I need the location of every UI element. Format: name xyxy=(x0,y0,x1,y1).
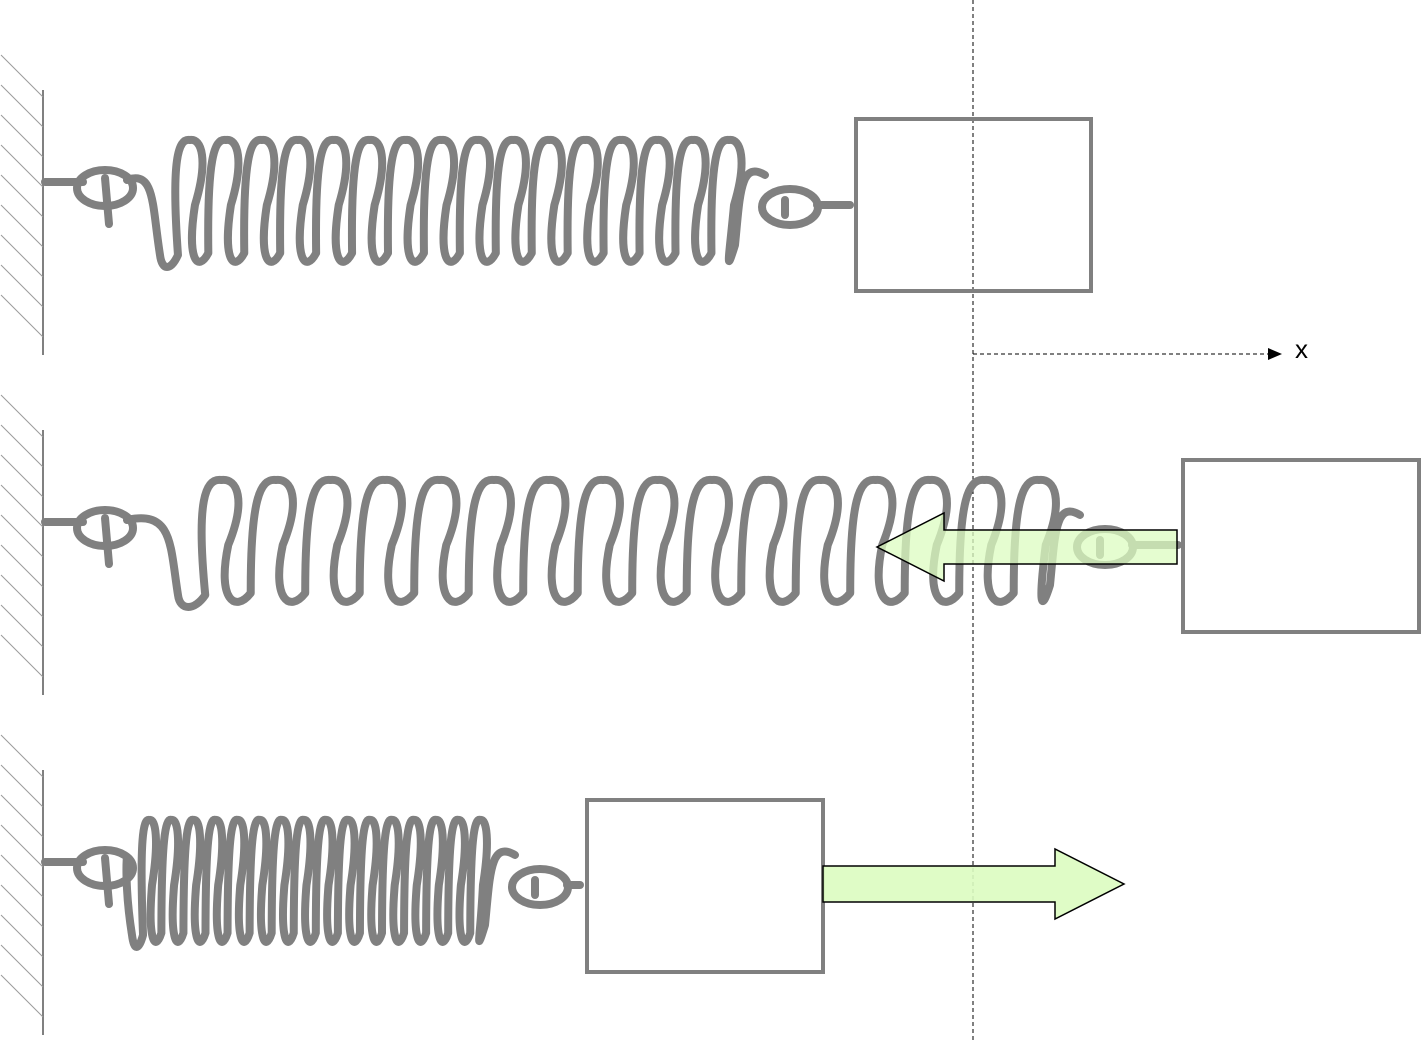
wall-hatch xyxy=(0,794,44,838)
panel-stretched xyxy=(0,394,1421,695)
block-middle xyxy=(1181,458,1421,634)
block-bottom xyxy=(585,798,825,974)
wall-hatch xyxy=(0,424,44,468)
wall-hatch xyxy=(0,604,44,648)
spring-end-ring xyxy=(758,185,822,229)
restoring-force-arrow-right xyxy=(822,847,1126,921)
wall-hatch xyxy=(0,204,44,248)
spring-top xyxy=(41,135,854,271)
wall-hatch xyxy=(0,144,44,188)
x-axis-arrowhead xyxy=(1268,348,1282,360)
panel-compressed xyxy=(0,734,1126,1035)
wall-hatch xyxy=(0,854,44,898)
spring-anchor-tail xyxy=(101,854,113,908)
wall-hatch xyxy=(0,264,44,308)
spring-end-ring xyxy=(508,865,572,909)
wall-hatch xyxy=(0,234,44,278)
wall-hatch xyxy=(0,514,44,558)
wall-bottom xyxy=(0,734,44,1035)
wall-hatch xyxy=(0,764,44,808)
wall-hatch xyxy=(0,394,44,438)
wall-hatch xyxy=(0,974,44,1018)
wall-hatch xyxy=(0,114,44,158)
wall-hatch xyxy=(0,884,44,928)
wall-hatch xyxy=(0,484,44,528)
wall-hatch xyxy=(0,914,44,958)
wall-top xyxy=(0,54,44,355)
wall-hatch xyxy=(0,634,44,678)
wall-hatch xyxy=(0,734,44,778)
wall-hatch xyxy=(0,944,44,988)
x-axis: x xyxy=(973,334,1308,364)
block-top xyxy=(854,117,1093,293)
wall-middle xyxy=(0,394,44,695)
wall-hatch xyxy=(0,174,44,218)
wall-hatch xyxy=(0,294,44,338)
panel-equilibrium xyxy=(0,54,1093,355)
restoring-force-arrow-left xyxy=(875,511,1178,583)
spring-anchor-tail xyxy=(101,174,113,228)
spring-bottom xyxy=(41,815,584,951)
spring-anchor-tail xyxy=(101,514,113,568)
spring-coil xyxy=(123,475,1084,611)
wall-hatch xyxy=(0,574,44,618)
wall-hatch xyxy=(0,54,44,98)
wall-hatch xyxy=(0,84,44,128)
spring-coil xyxy=(122,815,519,951)
wall-hatch xyxy=(0,544,44,588)
x-axis-label: x xyxy=(1295,334,1308,364)
wall-hatch xyxy=(0,824,44,868)
wall-hatch xyxy=(0,454,44,498)
spring-coil xyxy=(123,135,769,271)
